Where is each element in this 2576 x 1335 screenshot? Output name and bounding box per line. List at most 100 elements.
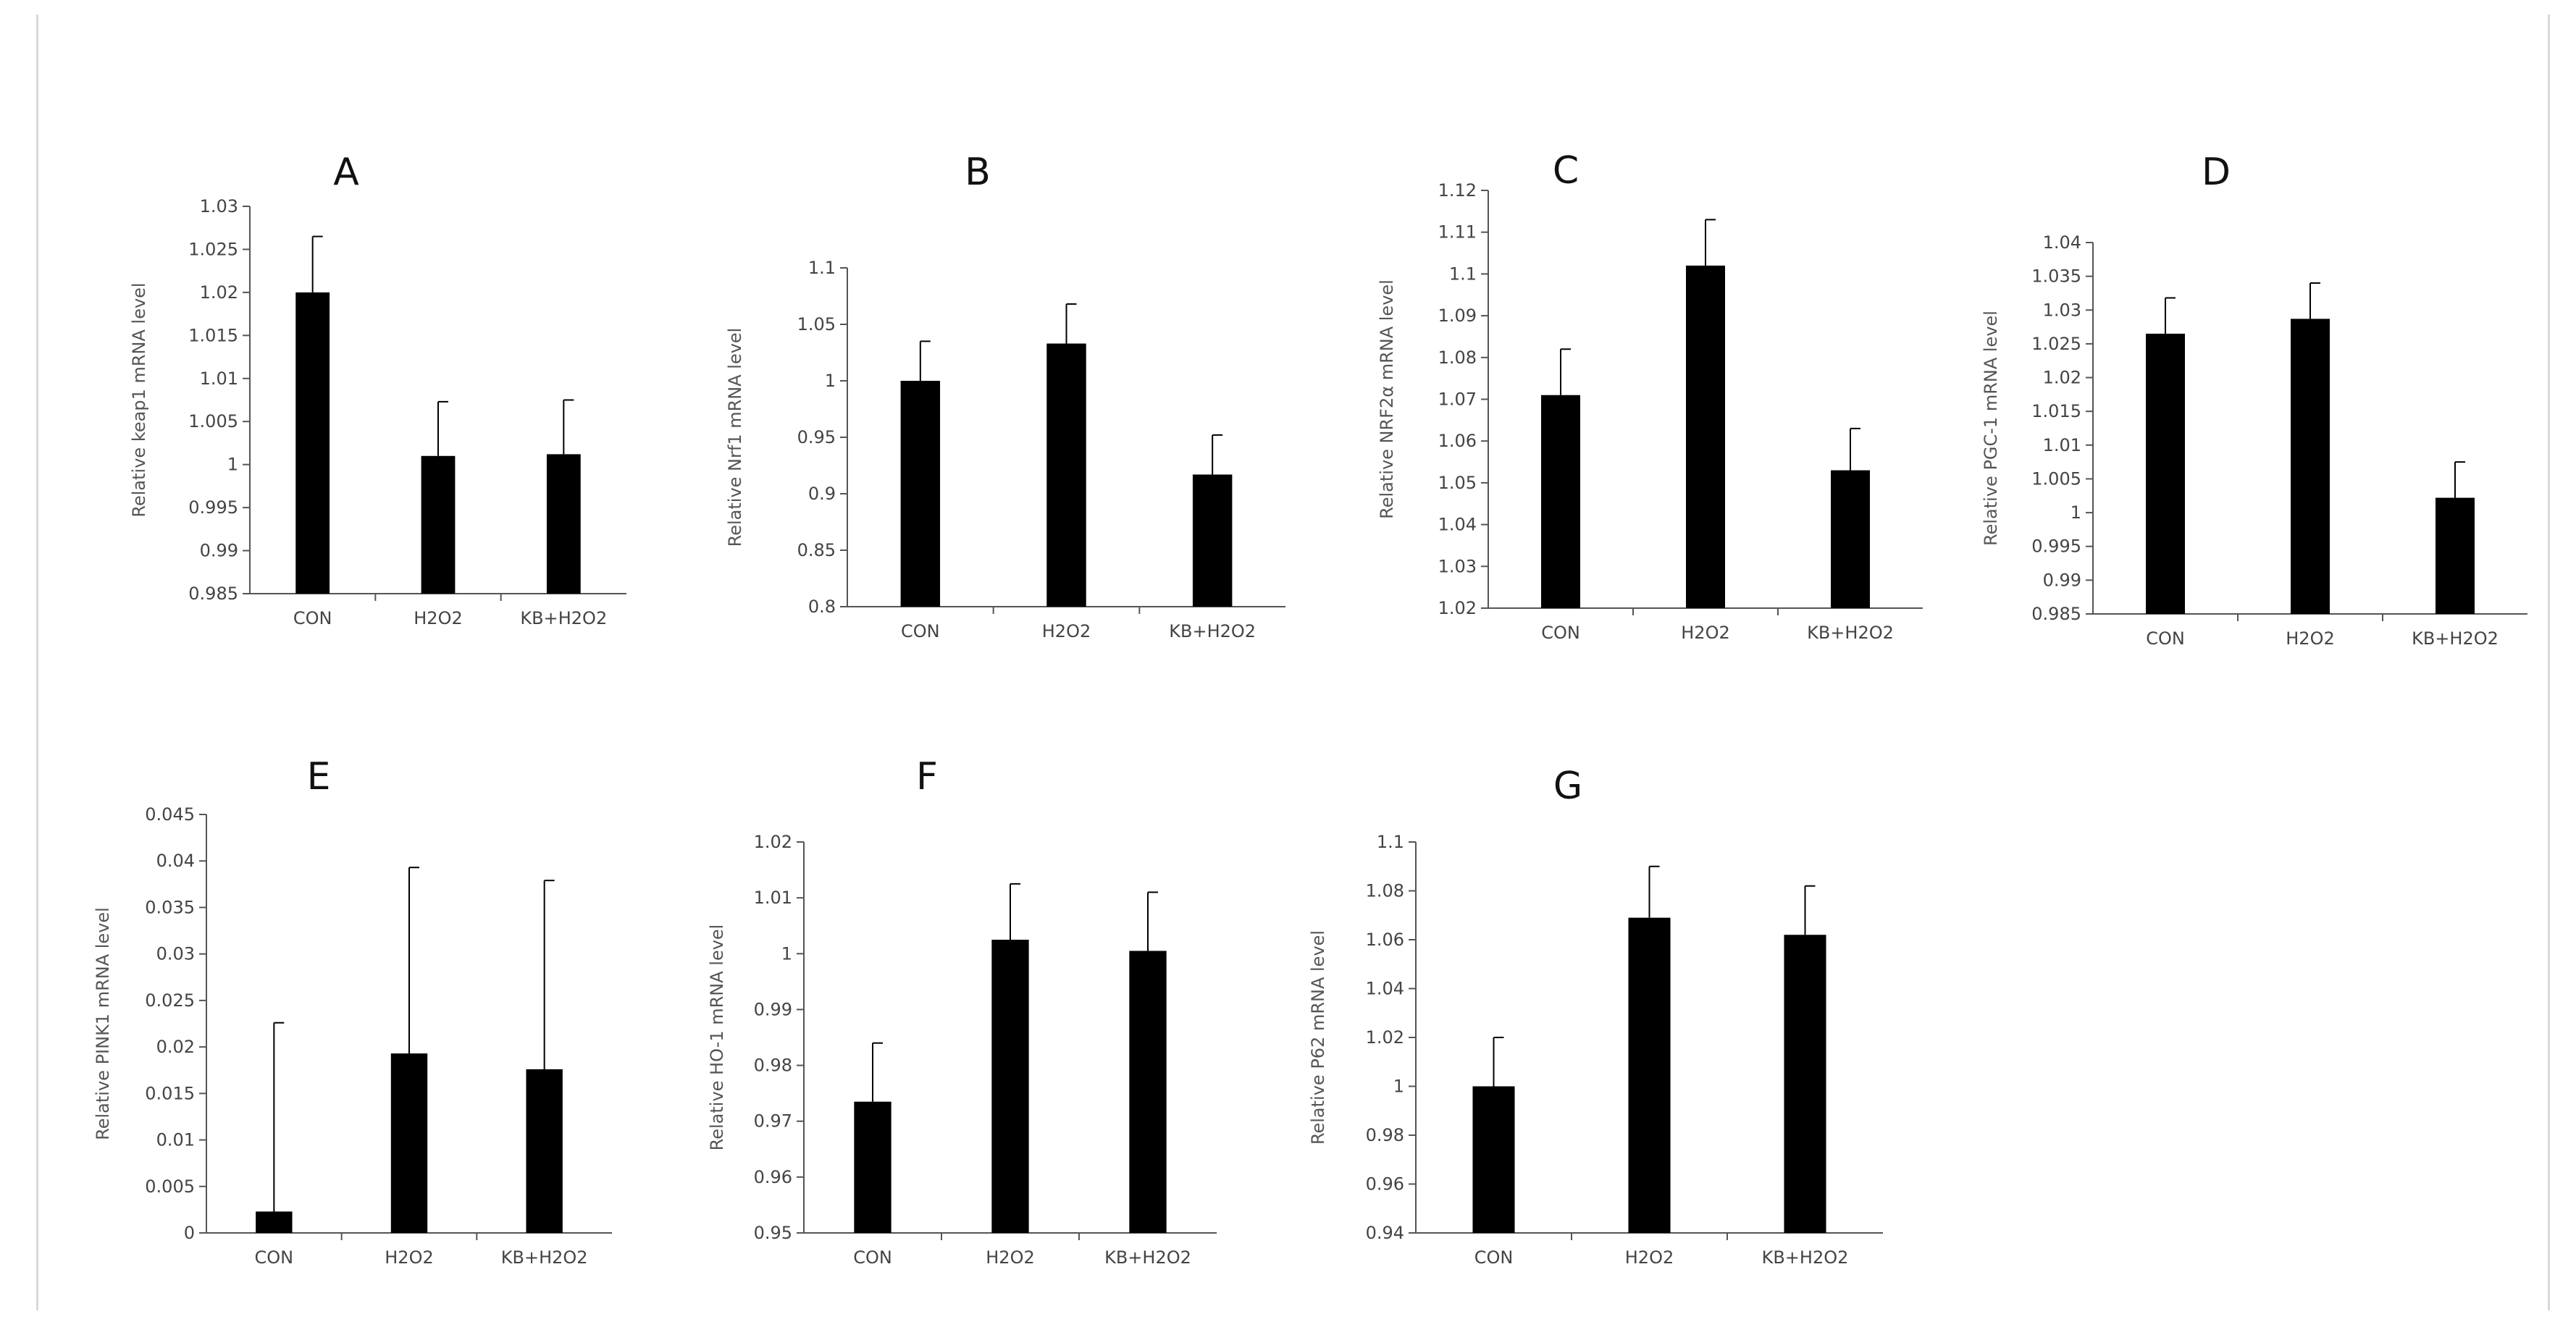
- y-tick-label-d: 1.01: [2043, 435, 2081, 455]
- y-axis-label-a: Relative keap1 mRNA level: [129, 282, 149, 517]
- y-tick-label-b: 0.85: [797, 540, 836, 560]
- bar-a-h2o2: [421, 455, 456, 594]
- bar-d-con: [2146, 333, 2185, 614]
- y-tick-label-g: 0.98: [1366, 1125, 1404, 1145]
- bar-f-kb-h2o2: [1129, 951, 1167, 1233]
- bar-d-h2o2: [2291, 319, 2330, 614]
- x-category-label-c: CON: [1541, 623, 1580, 643]
- x-category-label-d: KB+H2O2: [2412, 628, 2499, 649]
- panel-letter-g: G: [1553, 765, 1582, 808]
- y-tick-label-a: 1: [227, 455, 238, 475]
- y-tick-label-d: 1.005: [2031, 468, 2081, 489]
- y-tick-label-f: 1.02: [754, 832, 792, 852]
- y-tick-label-c: 1.09: [1438, 306, 1477, 326]
- y-tick-label-e: 0.04: [156, 851, 195, 871]
- y-axis-label-e: Relative PINK1 mRNA level: [93, 907, 113, 1140]
- chart-panel-c: C 1.02 1.03 1.04 1.05 1.06 1.07 1.08 1.09 1.1 1.11…: [1377, 149, 1923, 643]
- panel-letter-b: B: [965, 151, 991, 194]
- y-tick-label-g: 1.02: [1366, 1027, 1404, 1048]
- panel-letter-c: C: [1553, 149, 1579, 193]
- y-tick-label-d: 0.995: [2031, 536, 2081, 557]
- y-tick-label-b: 0.95: [797, 427, 836, 447]
- y-axis-label-c: Relative NRF2α mRNA level: [1377, 279, 1397, 519]
- y-tick-label-f: 0.95: [754, 1223, 792, 1243]
- y-tick-label-a: 1.025: [188, 239, 238, 259]
- panel-letter-f: F: [916, 755, 938, 799]
- y-tick-label-f: 0.97: [754, 1111, 792, 1132]
- bar-b-con: [900, 381, 941, 607]
- x-category-label-e: H2O2: [385, 1247, 433, 1268]
- bar-a-kb-h2o2: [546, 454, 581, 594]
- panel-letter-e: E: [307, 755, 331, 799]
- chart-panel-a: A 0.985 0.99 0.995 1 1.005 1.01 1.015 1.02 1.025 1…: [129, 151, 626, 628]
- x-category-label-f: CON: [853, 1247, 892, 1268]
- y-tick-label-f: 1: [781, 943, 792, 964]
- x-category-label-b: H2O2: [1042, 621, 1091, 641]
- y-tick-label-d: 1.04: [2043, 232, 2081, 253]
- y-tick-label-c: 1.05: [1438, 473, 1477, 493]
- bar-c-con: [1541, 395, 1580, 608]
- y-tick-label-f: 0.96: [754, 1167, 792, 1187]
- bar-g-kb-h2o2: [1784, 935, 1826, 1233]
- bar-c-kb-h2o2: [1831, 470, 1870, 608]
- panel-letter-d: D: [2202, 151, 2231, 194]
- x-category-label-d: H2O2: [2286, 628, 2334, 649]
- y-tick-label-d: 1.015: [2031, 401, 2081, 421]
- y-tick-label-e: 0.035: [145, 897, 195, 917]
- x-category-label-e: CON: [255, 1247, 294, 1268]
- x-category-label-c: KB+H2O2: [1807, 623, 1894, 643]
- y-tick-label-c: 1.12: [1438, 180, 1477, 201]
- y-tick-label-d: 0.99: [2043, 570, 2081, 590]
- y-tick-label-e: 0: [184, 1223, 195, 1243]
- x-category-label-g: CON: [1474, 1247, 1514, 1268]
- y-tick-label-f: 0.99: [754, 999, 792, 1019]
- x-category-label-f: KB+H2O2: [1104, 1247, 1191, 1268]
- y-tick-label-c: 1.03: [1438, 556, 1477, 576]
- y-tick-label-c: 1.07: [1438, 389, 1477, 410]
- chart-panel-d: D 0.985 0.99 0.995 1 1.005 1.01 1.015 1.02 1.025 1…: [1981, 151, 2527, 649]
- y-tick-label-a: 1.015: [188, 325, 238, 345]
- y-tick-label-a: 1.005: [188, 411, 238, 431]
- bar-b-kb-h2o2: [1192, 474, 1233, 607]
- x-category-label-a: H2O2: [414, 608, 462, 628]
- y-tick-label-c: 1.02: [1438, 598, 1477, 618]
- y-tick-label-g: 1.08: [1366, 881, 1404, 901]
- bar-d-kb-h2o2: [2436, 497, 2475, 614]
- y-tick-label-a: 0.99: [200, 541, 238, 561]
- bar-f-con: [854, 1101, 891, 1233]
- figure-border-left: [36, 14, 38, 1310]
- y-tick-label-g: 0.96: [1366, 1174, 1404, 1195]
- y-tick-label-b: 1.05: [797, 314, 836, 334]
- x-category-label-f: H2O2: [986, 1247, 1034, 1268]
- y-tick-label-a: 1.03: [200, 196, 238, 216]
- y-tick-label-d: 1.03: [2043, 300, 2081, 320]
- y-tick-label-g: 1.1: [1377, 832, 1404, 852]
- bar-e-kb-h2o2: [526, 1069, 563, 1233]
- x-category-label-g: H2O2: [1625, 1247, 1674, 1268]
- y-tick-label-g: 1: [1393, 1077, 1404, 1097]
- x-category-label-c: H2O2: [1681, 623, 1729, 643]
- y-tick-label-c: 1.08: [1438, 348, 1477, 368]
- y-tick-label-c: 1.06: [1438, 431, 1477, 451]
- y-tick-label-c: 1.04: [1438, 515, 1477, 535]
- y-tick-label-a: 1.02: [200, 282, 238, 303]
- y-tick-label-e: 0.025: [145, 990, 195, 1011]
- y-tick-label-e: 0.02: [156, 1037, 195, 1057]
- bar-a-con: [295, 292, 330, 594]
- bar-c-h2o2: [1686, 265, 1725, 608]
- bar-g-con: [1472, 1086, 1515, 1233]
- x-category-label-a: KB+H2O2: [520, 608, 607, 628]
- bar-g-h2o2: [1628, 917, 1671, 1233]
- x-category-label-e: KB+H2O2: [501, 1247, 588, 1268]
- y-tick-label-a: 1.01: [200, 369, 238, 389]
- bar-f-h2o2: [991, 940, 1029, 1233]
- y-tick-label-b: 0.9: [808, 484, 836, 504]
- y-tick-label-e: 0.03: [156, 944, 195, 964]
- y-tick-label-d: 1.025: [2031, 334, 2081, 354]
- y-tick-label-e: 0.045: [145, 804, 195, 825]
- chart-panel-f: F 0.95 0.96 0.97 0.98 0.99 1 1.01 1.02 Relative H…: [707, 755, 1217, 1268]
- bar-e-con: [256, 1211, 293, 1233]
- figure-border-right: [2548, 14, 2550, 1310]
- y-tick-label-c: 1.11: [1438, 222, 1477, 243]
